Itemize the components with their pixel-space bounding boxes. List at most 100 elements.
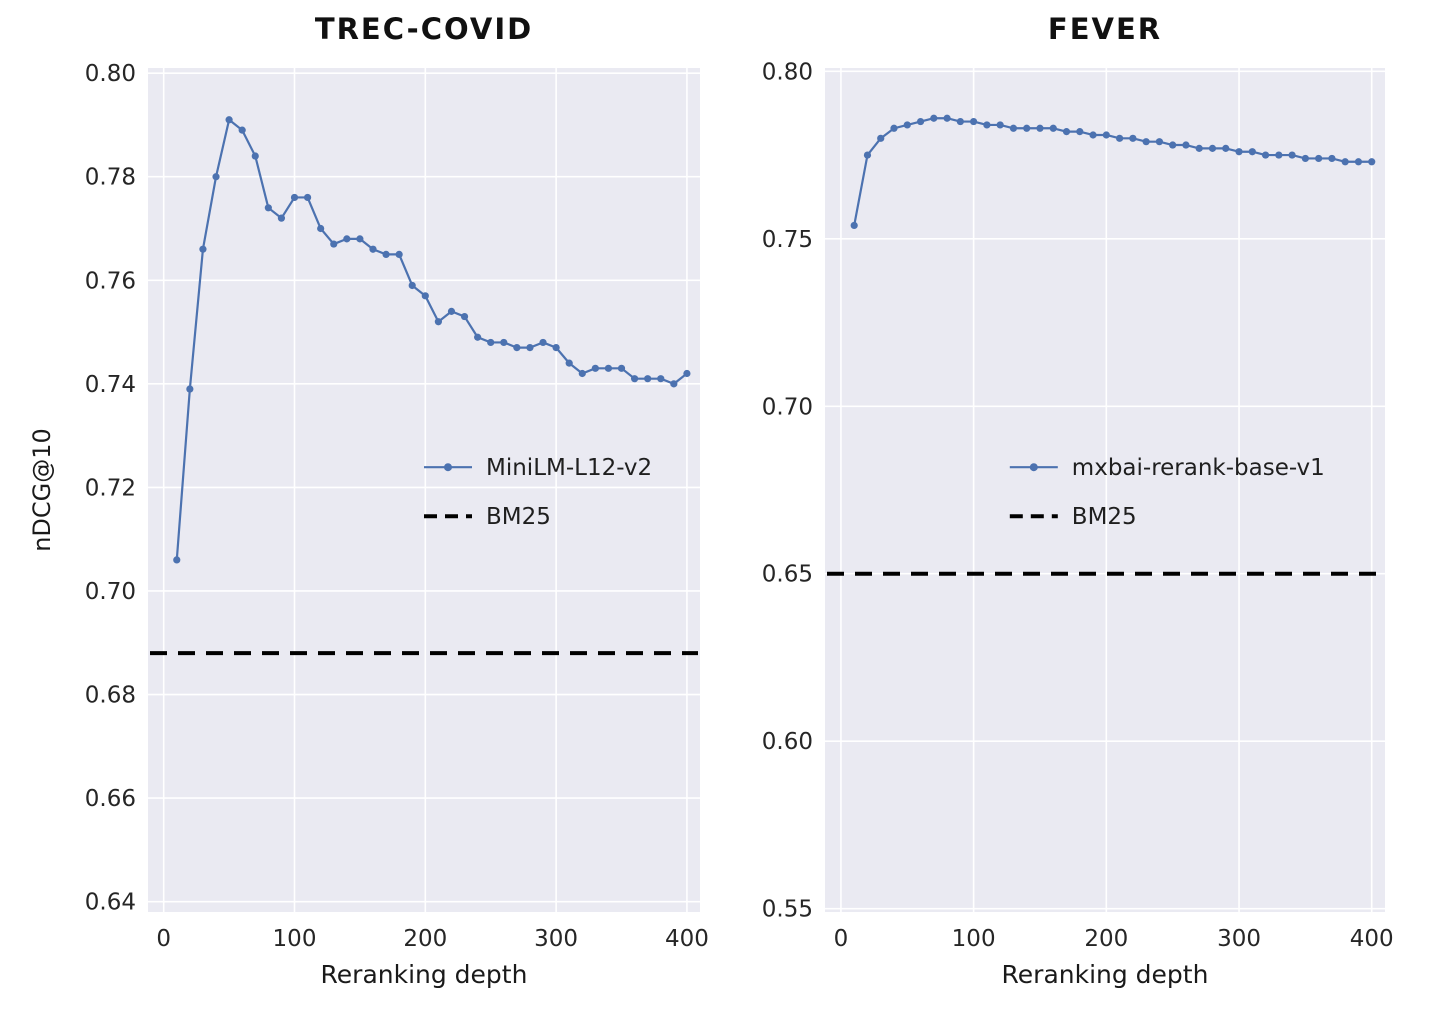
y-tick-label: 0.80	[85, 61, 136, 87]
data-point-marker	[1222, 144, 1230, 152]
legend-marker-dot	[1029, 463, 1038, 472]
data-point-marker	[1301, 154, 1309, 163]
legend: mxbai-rerank-base-v1 BM25	[1009, 455, 1325, 530]
data-point-marker	[212, 173, 220, 181]
data-point-marker	[943, 114, 951, 122]
data-point-marker	[956, 117, 964, 126]
data-point-marker	[983, 121, 991, 129]
data-point-marker	[369, 245, 377, 253]
tick-labels: 0.55 0.60 0.65 0.70 0.75 0.80 0 100 200 300 400	[762, 59, 1394, 952]
data-point-marker	[1169, 141, 1177, 149]
data-point-marker	[251, 152, 259, 160]
series-line	[175, 118, 688, 560]
data-point-marker	[630, 375, 639, 383]
y-tick-label: 0.64	[85, 890, 136, 916]
data-point-marker	[277, 214, 286, 222]
x-tick-label: 0	[834, 926, 849, 952]
data-point-marker	[447, 307, 456, 315]
data-point-marker	[1315, 154, 1323, 163]
data-point-marker	[460, 312, 469, 321]
data-point-marker	[1049, 124, 1057, 132]
gridlines	[148, 68, 700, 912]
data-point-marker	[500, 338, 508, 347]
y-tick-label: 0.78	[85, 165, 136, 191]
data-point-marker	[1036, 124, 1044, 132]
data-point-marker	[513, 344, 521, 352]
data-point-marker	[850, 221, 858, 230]
data-point-marker	[1248, 148, 1256, 156]
y-tick-label: 0.75	[762, 227, 813, 253]
data-point-marker	[317, 224, 325, 233]
data-point-marker	[877, 134, 885, 142]
data-point-marker	[657, 375, 665, 383]
y-tick-label: 0.76	[85, 268, 136, 294]
data-point-marker	[238, 126, 246, 134]
data-point-marker	[1235, 148, 1243, 156]
data-point-marker	[1102, 131, 1110, 139]
data-point-marker	[225, 116, 233, 124]
data-point-marker	[1288, 151, 1296, 159]
data-point-marker	[408, 281, 416, 290]
data-point-marker	[1115, 134, 1124, 142]
x-tick-label: 100	[952, 926, 996, 952]
data-point-marker	[539, 338, 547, 347]
data-point-marker	[421, 292, 429, 300]
data-point-marker	[890, 124, 898, 132]
plot-title-trec-covid: TREC-COVID	[314, 12, 534, 46]
data-point-marker	[1089, 131, 1097, 139]
data-point-marker	[1275, 151, 1283, 159]
data-point-marker	[970, 117, 978, 126]
data-point-marker	[604, 364, 613, 372]
x-tick-label: 300	[1217, 926, 1261, 952]
y-tick-label: 0.80	[762, 59, 813, 85]
data-point-marker	[578, 369, 586, 378]
data-point-marker	[1328, 154, 1336, 163]
y-tick-label: 0.74	[85, 372, 136, 398]
y-tick-label: 0.70	[85, 579, 136, 605]
data-point-marker	[863, 151, 872, 159]
series-line	[853, 117, 1372, 226]
data-point-marker	[1208, 144, 1217, 152]
data-point-marker	[330, 240, 338, 248]
x-tick-label: 400	[1350, 926, 1394, 952]
data-point-marker	[565, 359, 573, 367]
data-point-marker	[916, 117, 925, 126]
data-point-marker	[552, 344, 560, 352]
data-point-marker	[303, 193, 312, 202]
data-point-marker	[1076, 128, 1084, 136]
y-axis-label: nDCG@10	[28, 428, 56, 552]
data-point-marker	[1341, 158, 1349, 166]
data-point-marker	[199, 245, 207, 253]
data-point-marker	[1155, 138, 1164, 146]
y-tick-label: 0.72	[85, 475, 136, 501]
data-point-marker	[683, 369, 691, 378]
plot-area	[148, 68, 700, 912]
data-point-marker	[356, 235, 364, 243]
x-tick-label: 0	[156, 926, 171, 952]
y-tick-label: 0.68	[85, 683, 136, 709]
data-point-marker	[173, 556, 181, 564]
tick-labels: 0.64 0.66 0.68 0.70 0.72 0.74 0.76 0.78 0.80 0 100…	[85, 61, 709, 952]
data-point-marker	[487, 338, 495, 347]
data-point-marker	[1368, 158, 1376, 166]
series-markers	[173, 116, 691, 564]
x-tick-label: 300	[534, 926, 578, 952]
legend-label: BM25	[1072, 504, 1137, 530]
data-point-marker	[290, 193, 299, 202]
data-point-marker	[1195, 144, 1203, 152]
data-point-marker	[670, 380, 678, 388]
legend-label: BM25	[486, 504, 551, 530]
subplot-trec-covid: 0.64 0.66 0.68 0.70 0.72 0.74 0.76 0.78 0.80 0 100…	[28, 12, 709, 989]
x-axis-label-right: Reranking depth	[1001, 960, 1209, 989]
x-tick-label: 400	[665, 926, 709, 952]
series-markers	[850, 114, 1376, 230]
data-point-marker	[395, 250, 403, 259]
data-point-marker	[264, 204, 272, 212]
legend-marker-dot	[444, 463, 452, 472]
data-point-marker	[343, 235, 351, 243]
data-point-marker	[930, 114, 938, 122]
legend-label: MiniLM-L12-v2	[486, 455, 652, 481]
fever-chart: 0.55 0.60 0.65 0.70 0.75 0.80 0 100 200 300 400 mxb…	[762, 59, 1394, 952]
data-point-marker	[1142, 138, 1150, 146]
